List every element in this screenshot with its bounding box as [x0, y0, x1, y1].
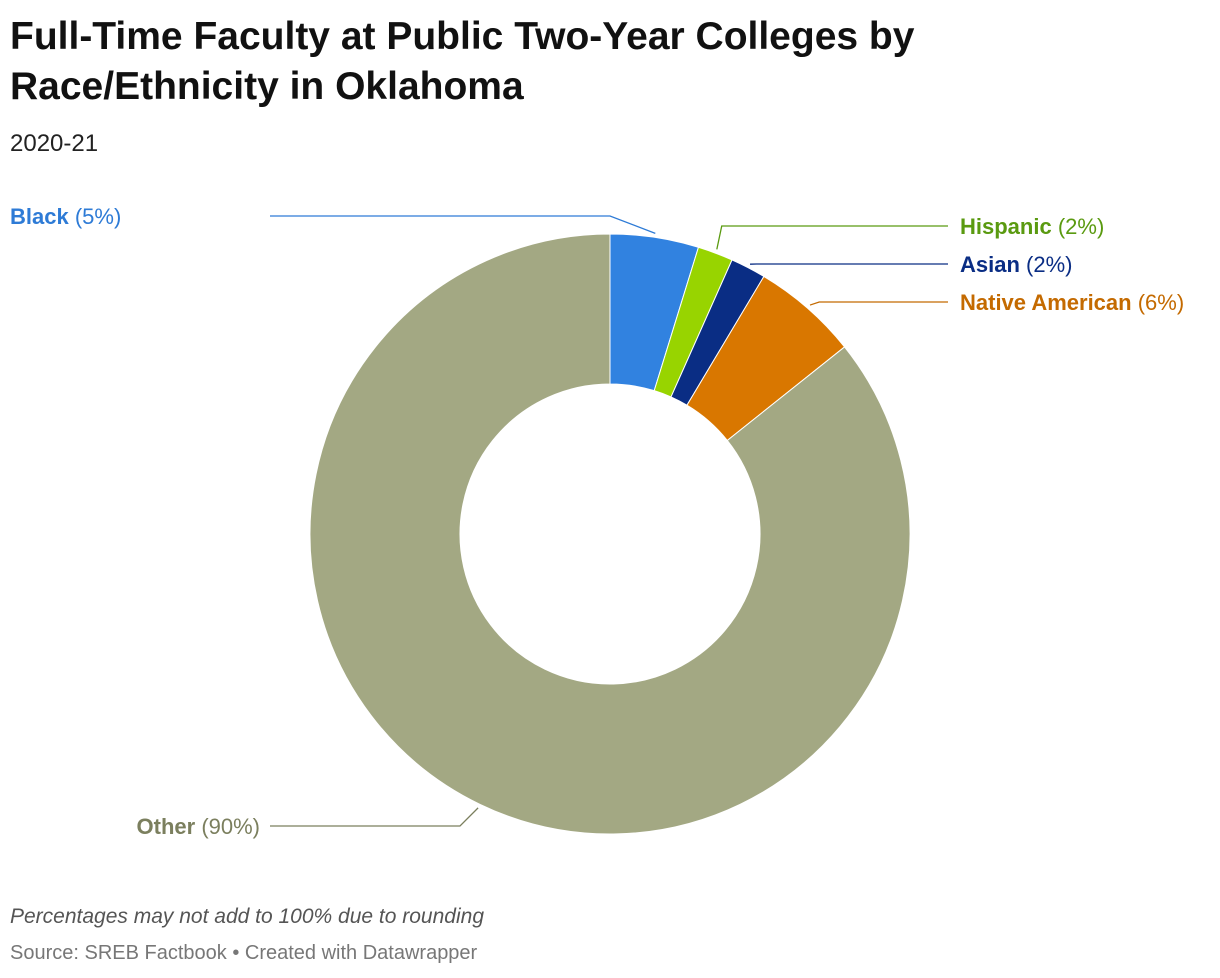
slice-name: Asian	[960, 252, 1020, 277]
leader-line	[270, 807, 479, 827]
slice-label: Hispanic (2%)	[960, 214, 1104, 239]
slice-value-label: (2%)	[1026, 252, 1072, 277]
note: Percentages may not add to 100% due to r…	[10, 905, 484, 928]
leader-line	[270, 215, 656, 235]
slice-label: Native American (6%)	[960, 290, 1184, 315]
slice-name: Other	[137, 814, 196, 839]
chart-subtitle: 2020-21	[10, 130, 99, 157]
chart: Black (5%) Hispanic (2%)Asian (2%)Native …	[10, 204, 1184, 839]
donut-slice	[309, 233, 911, 835]
slice-name: Native American	[960, 290, 1132, 315]
slice-label: Other (90%)	[137, 814, 261, 839]
chart-title: Full-Time Faculty at Public Two-Year Col…	[10, 15, 915, 108]
source: Source: SREB Factbook • Created with Dat…	[10, 942, 478, 964]
slice-value-label: (2%)	[1058, 214, 1104, 239]
slice-label: Black (5%)	[10, 204, 121, 229]
slice-name: Black	[10, 204, 69, 229]
slice-label: Asian (2%)	[960, 252, 1073, 277]
slice-value-label: (5%)	[75, 204, 121, 229]
slice-name: Hispanic	[960, 214, 1052, 239]
leader-line	[809, 301, 948, 306]
leader-line	[716, 225, 948, 250]
slice-value-label: (6%)	[1138, 290, 1184, 315]
slice-value-label: (90%)	[201, 814, 260, 839]
